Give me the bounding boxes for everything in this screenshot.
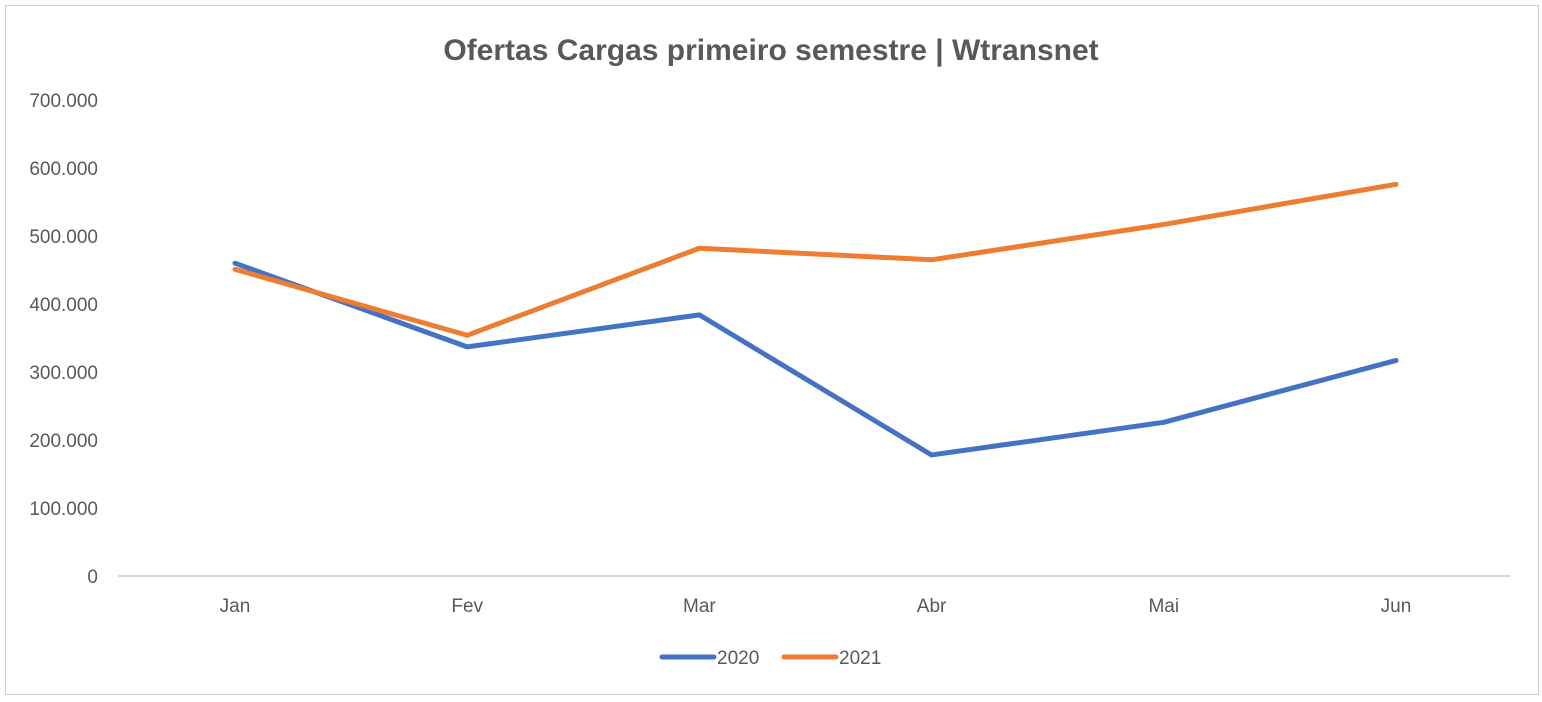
x-tick-label: Mai xyxy=(1148,596,1179,617)
y-tick-label: 300.000 xyxy=(29,363,98,384)
y-tick-label: 200.000 xyxy=(29,431,98,452)
chart-title: Ofertas Cargas primeiro semestre | Wtran… xyxy=(443,34,1098,67)
y-tick-label: 700.000 xyxy=(29,91,98,112)
legend-label-2020: 2020 xyxy=(717,648,759,669)
series-layer xyxy=(232,181,1399,458)
x-tick-label: Mar xyxy=(683,596,716,617)
x-tick-label: Abr xyxy=(917,596,947,617)
x-axis: Jan Fev Mar Abr Mai Jun xyxy=(118,575,1510,617)
x-tick-label: Jan xyxy=(220,596,251,617)
chart-frame xyxy=(5,5,1539,695)
y-tick-label: 600.000 xyxy=(29,159,98,180)
x-tick-label: Jun xyxy=(1381,596,1412,617)
y-tick-label: 100.000 xyxy=(29,499,98,520)
y-tick-label: 400.000 xyxy=(29,295,98,316)
y-tick-label: 500.000 xyxy=(29,227,98,248)
series-line-2020 xyxy=(232,260,1399,458)
y-tick-label: 0 xyxy=(87,567,98,588)
y-axis: 0 100.000 200.000 300.000 400.000 500.000 600.… xyxy=(29,91,98,588)
legend: 2020 2021 xyxy=(659,648,881,669)
legend-label-2021: 2021 xyxy=(839,648,881,669)
x-tick-label: Fev xyxy=(451,596,483,617)
series-line-2021 xyxy=(232,181,1399,338)
